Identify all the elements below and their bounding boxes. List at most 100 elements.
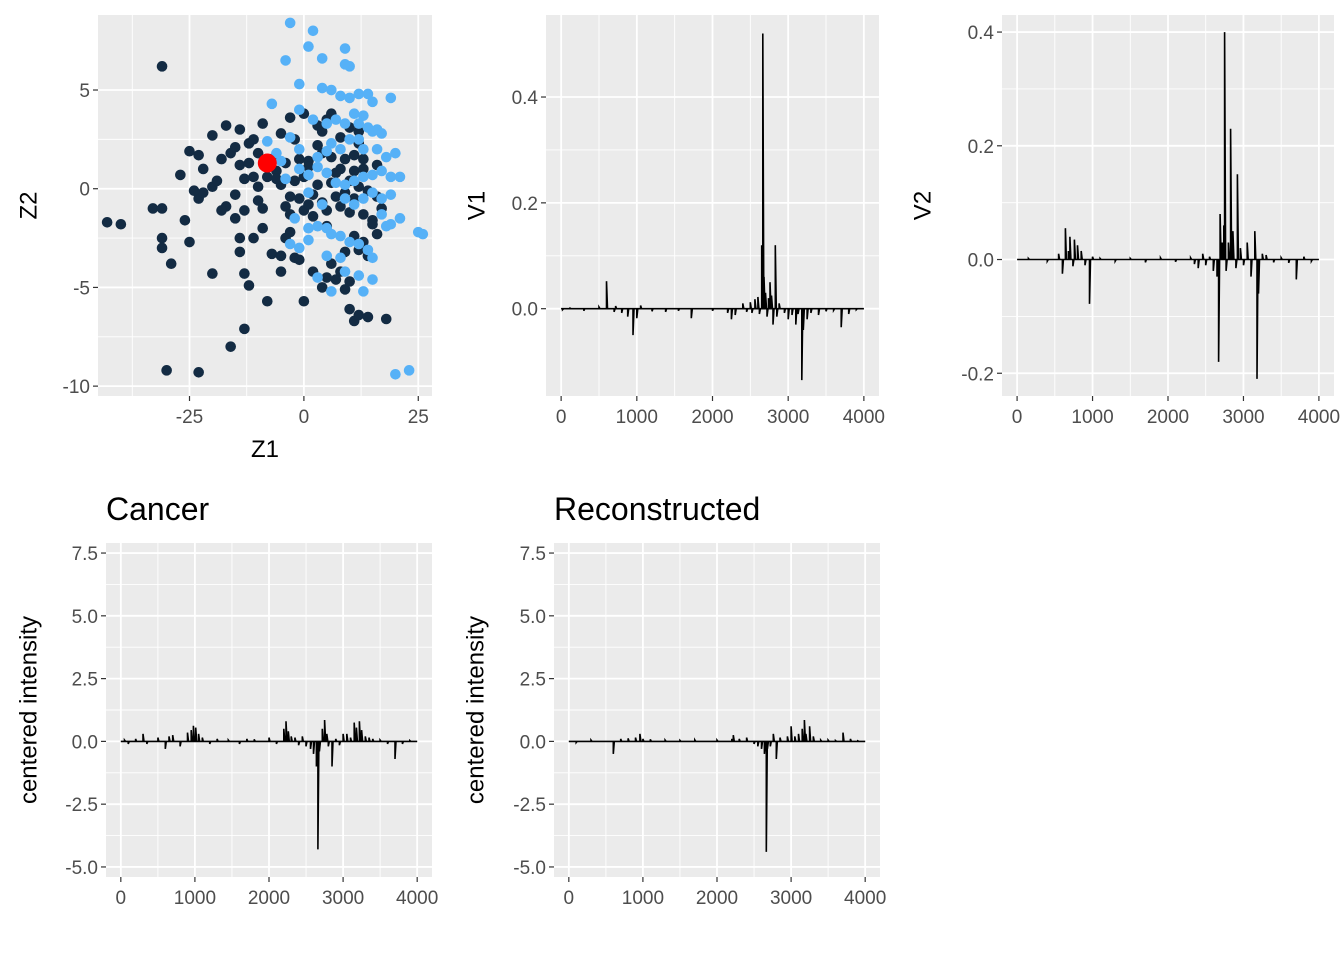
scatter-point <box>261 136 273 147</box>
x-tick-label: 0 <box>556 407 567 428</box>
scatter-point <box>193 149 204 161</box>
scatter-point <box>321 145 333 157</box>
scatter-point <box>261 171 273 183</box>
scatter-point <box>321 167 333 179</box>
scatter-point <box>307 25 319 37</box>
x-tick-label: 25 <box>408 407 429 428</box>
y-tick-label: 0.2 <box>968 137 994 158</box>
scatter-point <box>280 173 291 185</box>
x-tick-label: 1000 <box>174 888 216 909</box>
scatter-point <box>312 139 323 151</box>
scatter-point <box>294 153 305 165</box>
scatter-point <box>326 258 337 270</box>
spectrum-line <box>568 719 866 852</box>
scatter-point <box>316 199 328 210</box>
y-tick-label: 5 <box>79 81 90 102</box>
scatter-point <box>412 226 424 238</box>
scatter-point <box>216 205 227 216</box>
y-tick-label: 5.0 <box>72 607 98 628</box>
scatter-point <box>188 185 200 196</box>
y-tick-label: -10 <box>63 377 90 398</box>
x-tick-label: 0 <box>564 888 575 909</box>
scatter-point <box>303 169 314 181</box>
panel-1: -25 0 25 -10 -5 0 5 Z1 Z2 <box>15 15 432 463</box>
scatter-point <box>335 201 346 212</box>
scatter-point <box>271 147 282 159</box>
y-tick-label: 7.5 <box>520 544 546 565</box>
scatter-point <box>248 171 259 183</box>
scatter-point <box>339 43 351 54</box>
scatter-point <box>284 132 296 143</box>
y-tick-label: -2.5 <box>513 795 546 816</box>
scatter-point <box>239 323 250 335</box>
scatter-point <box>339 118 351 129</box>
scatter-point <box>348 175 360 187</box>
scatter-point <box>344 61 355 72</box>
scatter-point <box>197 163 209 175</box>
y-tick-label: -5 <box>73 278 90 299</box>
scatter-point <box>307 114 319 125</box>
scatter-point <box>248 232 259 244</box>
panel-3: 0 1000 2000 3000 4000 -0.2 0.0 0.2 0.4 V2 <box>909 15 1340 428</box>
scatter-point <box>348 165 360 177</box>
scatter-point <box>330 191 342 202</box>
scatter-point <box>394 171 406 183</box>
x-tick-label: 3000 <box>767 407 809 428</box>
scatter-point <box>339 153 351 165</box>
x-tick-label: 4000 <box>396 888 438 909</box>
x-tick-label: 0 <box>1012 407 1023 428</box>
panel-5: 0 1000 2000 3000 4000 -5.0 -2.5 0.0 2.5 5.0 7.5 cen… <box>462 491 886 909</box>
scatter-point <box>316 126 328 137</box>
scatter-point <box>115 218 127 230</box>
scatter-point <box>280 201 291 212</box>
scatter-point <box>344 134 355 145</box>
y-tick-label: 0.0 <box>520 732 546 753</box>
scatter-point <box>362 88 374 100</box>
scatter-point <box>358 143 369 155</box>
scatter-point <box>358 209 369 220</box>
scatter-point <box>362 311 374 323</box>
scatter-point <box>376 209 387 220</box>
scatter-point <box>385 171 397 183</box>
scatter-point <box>316 82 328 94</box>
scatter-point <box>376 165 387 177</box>
scatter-point <box>358 286 369 297</box>
scatter-point <box>294 78 305 90</box>
scatter-point <box>371 143 383 155</box>
scatter-point <box>330 177 342 189</box>
scatter-point <box>321 272 333 283</box>
x-tick-label: 2000 <box>248 888 290 909</box>
x-tick-label: 4000 <box>1298 407 1340 428</box>
highlight-point <box>257 153 277 173</box>
scatter-point <box>385 218 397 230</box>
scatter-point <box>101 216 113 228</box>
scatter-point <box>326 138 337 149</box>
scatter-point <box>367 187 378 198</box>
scatter-point <box>234 159 246 171</box>
scatter-point <box>312 272 323 283</box>
scatter-point <box>294 242 305 254</box>
x-tick-label: 4000 <box>843 407 885 428</box>
scatter-point <box>367 218 378 230</box>
scatter-point <box>353 270 365 281</box>
scatter-point <box>266 248 278 260</box>
scatter-point <box>367 252 378 264</box>
scatter-point <box>344 92 355 104</box>
scatter-point <box>229 141 241 153</box>
scatter-point <box>243 157 255 169</box>
scatter-point <box>294 104 305 116</box>
scatter-point <box>353 126 365 137</box>
scatter-point <box>348 108 360 120</box>
scatter-point <box>252 181 264 193</box>
scatter-point <box>326 286 337 297</box>
y-tick-label: 0.0 <box>968 251 994 272</box>
scatter-point <box>275 266 287 277</box>
scatter-point <box>294 193 305 204</box>
scatter-point <box>348 199 360 210</box>
x-tick-label: 2000 <box>691 407 733 428</box>
scatter-point <box>229 189 241 200</box>
scatter-point <box>339 266 351 277</box>
scatter-point <box>248 134 259 145</box>
scatter-point <box>353 118 365 129</box>
scatter-point <box>156 203 168 214</box>
